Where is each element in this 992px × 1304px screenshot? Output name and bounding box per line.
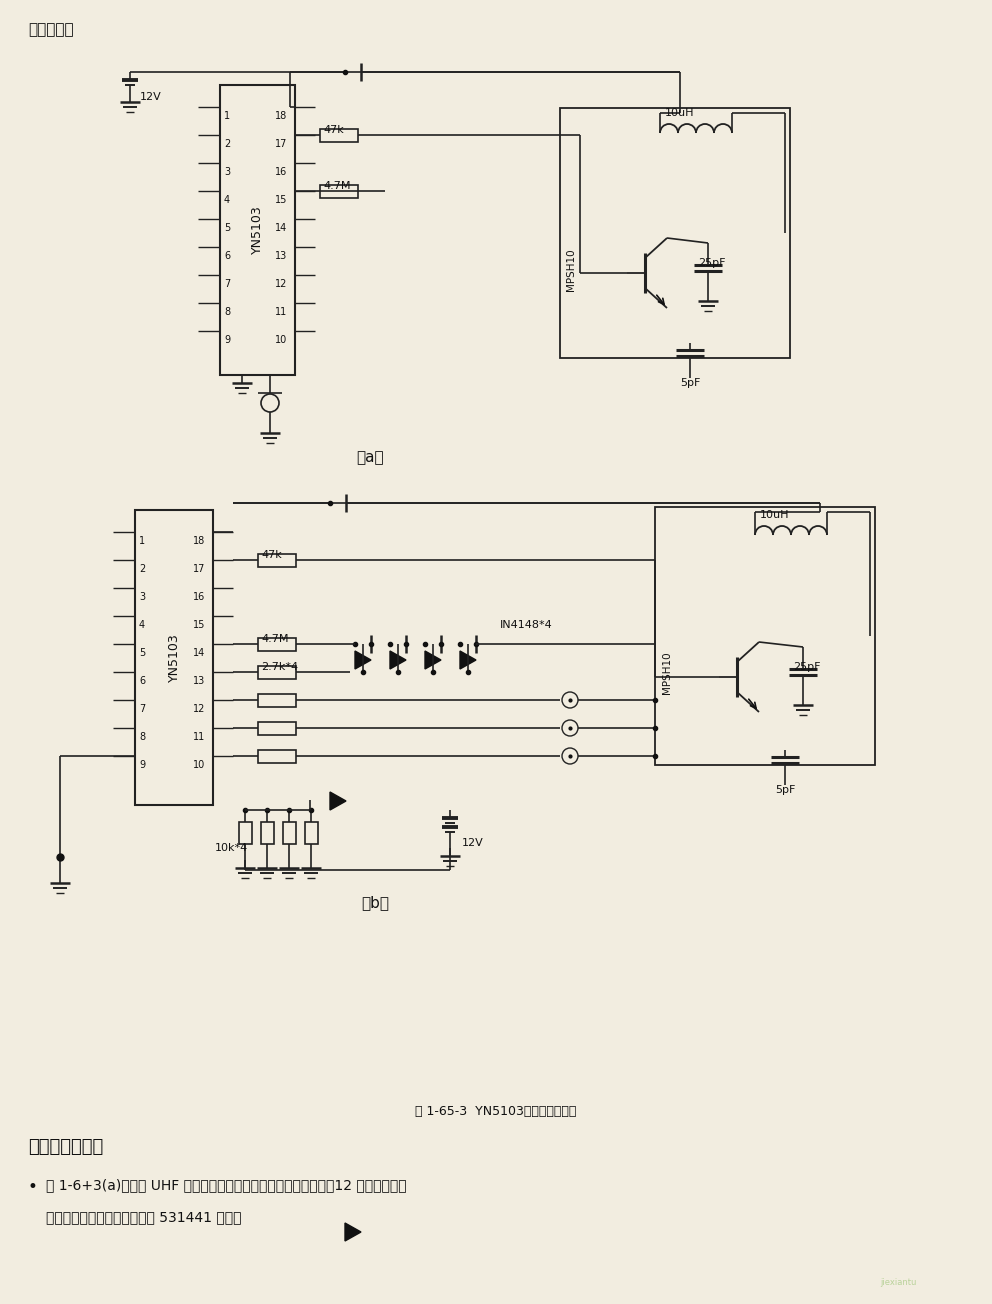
- Text: 6: 6: [139, 675, 145, 686]
- Text: 5: 5: [139, 648, 145, 659]
- Text: 14: 14: [193, 648, 205, 659]
- Text: 16: 16: [193, 592, 205, 602]
- Text: 7: 7: [139, 704, 145, 715]
- Text: MPSH10: MPSH10: [566, 248, 576, 291]
- Text: 11: 11: [275, 306, 288, 317]
- Text: 12V: 12V: [140, 93, 162, 102]
- Bar: [135, 510, 213, 805]
- Bar: [220, 85, 295, 376]
- Text: 14: 14: [275, 223, 288, 233]
- Text: 18: 18: [275, 111, 288, 121]
- Polygon shape: [345, 1223, 361, 1241]
- Text: 47k: 47k: [261, 550, 282, 559]
- Polygon shape: [460, 651, 476, 669]
- Text: 8: 8: [139, 732, 145, 742]
- Text: 47k: 47k: [323, 125, 344, 136]
- Text: 17: 17: [193, 565, 205, 574]
- Text: 2: 2: [224, 140, 230, 149]
- Text: 10uH: 10uH: [760, 510, 790, 520]
- Text: jiexiantu: jiexiantu: [880, 1278, 917, 1287]
- Bar: [239, 822, 252, 844]
- Text: 4.7M: 4.7M: [261, 634, 289, 644]
- Text: 11: 11: [193, 732, 205, 742]
- Text: 13: 13: [275, 250, 288, 261]
- Bar: [320, 185, 358, 198]
- Text: 3: 3: [224, 167, 230, 177]
- Text: 9: 9: [139, 760, 145, 769]
- Text: 7: 7: [224, 279, 230, 289]
- Text: 典型应用略说明: 典型应用略说明: [28, 1138, 103, 1157]
- Text: 2.7k*4: 2.7k*4: [261, 662, 299, 672]
- Text: 25pF: 25pF: [698, 258, 725, 269]
- Bar: [258, 694, 296, 707]
- Text: 12: 12: [275, 279, 288, 289]
- Bar: [258, 750, 296, 763]
- Text: 4: 4: [139, 619, 145, 630]
- Text: YN5103: YN5103: [168, 634, 181, 682]
- Polygon shape: [425, 651, 441, 669]
- Text: 15: 15: [275, 196, 288, 205]
- Text: 5pF: 5pF: [680, 378, 700, 389]
- Text: •: •: [28, 1178, 38, 1196]
- Text: 10: 10: [193, 760, 205, 769]
- Bar: [305, 822, 318, 844]
- Bar: [283, 822, 296, 844]
- Text: 9: 9: [224, 335, 230, 346]
- Text: 图 1-6+3(a)为射频 UHF 遥控发射电路。图中地址编码略去未画。12 位地址三态选: 图 1-6+3(a)为射频 UHF 遥控发射电路。图中地址编码略去未画。12 位…: [46, 1178, 407, 1192]
- Polygon shape: [355, 651, 371, 669]
- Text: 5: 5: [224, 223, 230, 233]
- Text: 15: 15: [193, 619, 205, 630]
- Text: 4.7M: 4.7M: [323, 181, 350, 190]
- Text: 6: 6: [224, 250, 230, 261]
- Text: 8: 8: [224, 306, 230, 317]
- Bar: [258, 722, 296, 735]
- Text: YN5103: YN5103: [251, 206, 264, 254]
- Text: 5pF: 5pF: [775, 785, 796, 795]
- Text: 1: 1: [139, 536, 145, 546]
- Bar: [258, 666, 296, 679]
- Text: 典型应用略: 典型应用略: [28, 22, 73, 37]
- Text: 17: 17: [275, 140, 288, 149]
- Bar: [320, 129, 358, 142]
- Text: 12V: 12V: [462, 838, 484, 848]
- Text: （b）: （b）: [361, 895, 389, 910]
- Bar: [655, 507, 875, 765]
- Text: 25pF: 25pF: [793, 662, 820, 672]
- Text: 择，由妥有数据码，故可提供 531441 种码。: 择，由妥有数据码，故可提供 531441 种码。: [46, 1210, 241, 1224]
- Text: 3: 3: [139, 592, 145, 602]
- Text: 16: 16: [275, 167, 288, 177]
- Bar: [261, 822, 274, 844]
- Text: 18: 18: [193, 536, 205, 546]
- Text: 12: 12: [193, 704, 205, 715]
- Bar: [258, 554, 296, 567]
- Text: 10k*4: 10k*4: [215, 842, 248, 853]
- Polygon shape: [390, 651, 406, 669]
- Text: 2: 2: [139, 565, 145, 574]
- Text: IN4148*4: IN4148*4: [500, 619, 553, 630]
- Bar: [258, 638, 296, 651]
- Text: 1: 1: [224, 111, 230, 121]
- Bar: [560, 108, 790, 359]
- Text: 4: 4: [224, 196, 230, 205]
- Text: MPSH10: MPSH10: [662, 651, 672, 694]
- Text: 13: 13: [193, 675, 205, 686]
- Text: 10: 10: [275, 335, 288, 346]
- Text: （a）: （a）: [356, 450, 384, 466]
- Text: 图 1-65-3  YN5103典型应用电路图: 图 1-65-3 YN5103典型应用电路图: [416, 1104, 576, 1118]
- Text: 10uH: 10uH: [665, 108, 694, 117]
- Polygon shape: [330, 792, 346, 810]
